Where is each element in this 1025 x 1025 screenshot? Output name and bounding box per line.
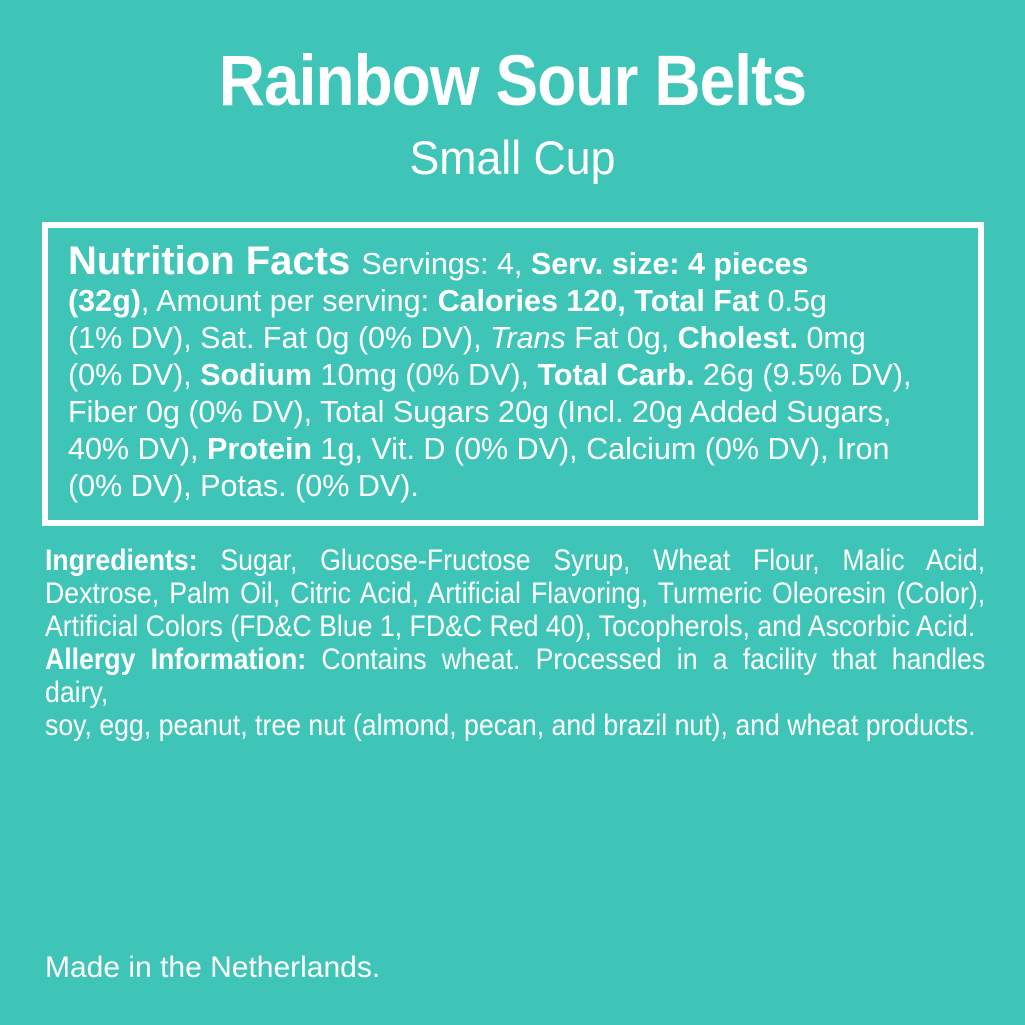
text-segment: (32g) — [68, 284, 141, 318]
text-segment: Protein — [207, 432, 313, 466]
nutrition-facts-text: Nutrition Facts Servings: 4, Serv. size:… — [68, 241, 974, 505]
text-segment: Sugar, Glucose-Fructose Syrup, Wheat Flo… — [220, 544, 986, 577]
text-line: (32g), Amount per serving: Calories 120,… — [68, 283, 974, 320]
text-segment: Servings: 4, — [361, 247, 531, 281]
text-segment: Dextrose, Palm Oil, Citric Acid, Artific… — [45, 577, 986, 610]
text-segment: Total Carb. — [537, 358, 695, 392]
text-line: (1% DV), Sat. Fat 0g (0% DV), Trans Fat … — [68, 320, 974, 357]
text-segment: Artificial Colors (FD&C Blue 1, FD&C Red… — [45, 610, 976, 643]
text-segment: 26g (9.5% DV), — [694, 358, 912, 392]
text-line: Dextrose, Palm Oil, Citric Acid, Artific… — [45, 577, 985, 610]
text-segment: 0.5g — [759, 284, 827, 318]
text-segment: (1% DV), Sat. Fat 0g (0% DV), — [68, 321, 491, 355]
text-segment: (0% DV), Potas. (0% DV). — [68, 469, 419, 503]
text-segment: Allergy Information: — [45, 643, 322, 676]
text-segment: Serv. size: 4 pieces — [530, 247, 809, 281]
text-line: Fiber 0g (0% DV), Total Sugars 20g (Incl… — [68, 394, 974, 431]
text-segment: 10mg (0% DV), — [312, 358, 538, 392]
made-in-text: Made in the Netherlands. — [45, 951, 381, 984]
nutrition-facts-box: Nutrition Facts Servings: 4, Serv. size:… — [42, 222, 984, 526]
text-line: Artificial Colors (FD&C Blue 1, FD&C Red… — [45, 610, 985, 643]
text-line: (0% DV), Sodium 10mg (0% DV), Total Carb… — [68, 357, 974, 394]
text-segment: soy, egg, peanut, tree nut (almond, peca… — [45, 709, 976, 742]
text-segment: Fiber 0g (0% DV), Total Sugars 20g (Incl… — [68, 395, 892, 429]
text-line: soy, egg, peanut, tree nut (almond, peca… — [45, 709, 985, 742]
text-line: Nutrition Facts Servings: 4, Serv. size:… — [68, 241, 974, 283]
text-segment: , Amount per serving: — [140, 284, 438, 318]
product-title: Rainbow Sour Belts — [218, 42, 807, 121]
text-segment: Calories 120, Total Fat — [437, 284, 760, 318]
text-segment: 0mg — [797, 321, 866, 355]
text-segment: Contains wheat. Processed in a facility … — [45, 643, 986, 709]
text-line: (0% DV), Potas. (0% DV). — [68, 468, 974, 505]
text-segment: Cholest. — [677, 321, 798, 355]
text-segment: 1g, Vit. D (0% DV), Calcium (0% DV), Iro… — [312, 432, 890, 466]
ingredients-allergy-text: Ingredients: Sugar, Glucose-Fructose Syr… — [45, 544, 985, 742]
text-segment: Nutrition Facts — [68, 239, 362, 283]
text-line: Allergy Information: Contains wheat. Pro… — [45, 643, 985, 709]
text-segment: 40% DV), — [68, 432, 207, 466]
text-segment: Trans — [490, 321, 566, 355]
product-subtitle: Small Cup — [409, 131, 616, 184]
text-segment: Sodium — [200, 358, 313, 392]
text-line: 40% DV), Protein 1g, Vit. D (0% DV), Cal… — [68, 431, 974, 468]
text-segment: Fat 0g, — [565, 321, 678, 355]
text-segment: (0% DV), — [68, 358, 201, 392]
text-line: Ingredients: Sugar, Glucose-Fructose Syr… — [45, 544, 985, 577]
text-segment: Ingredients: — [45, 544, 221, 577]
